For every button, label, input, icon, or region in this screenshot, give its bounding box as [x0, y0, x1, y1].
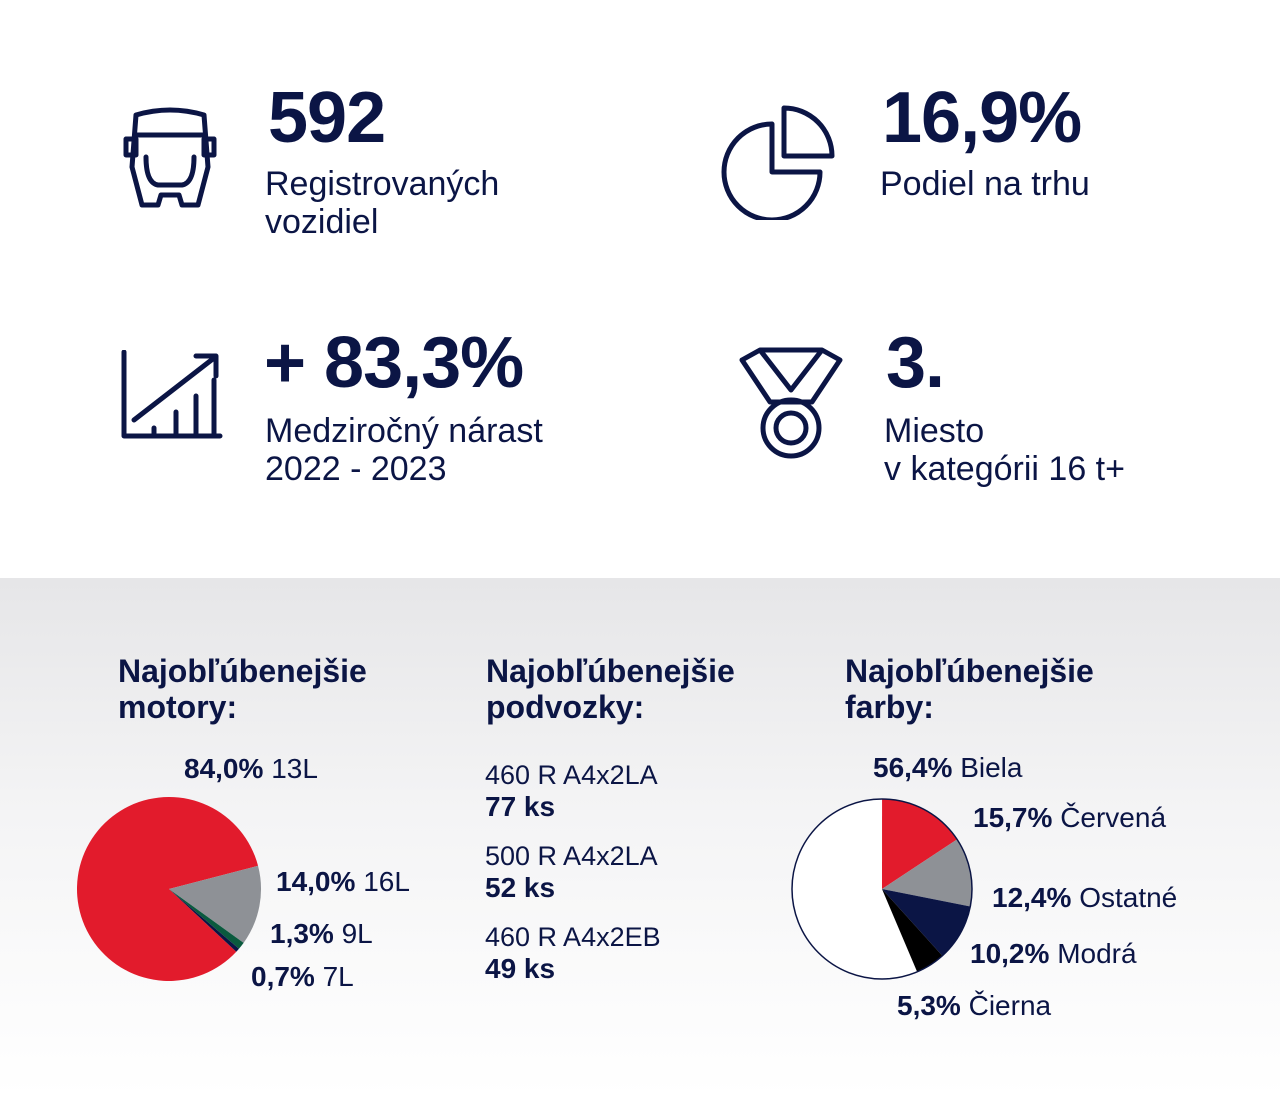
colors-title-line2: farby:	[845, 689, 934, 725]
engine-label-16l: 14,0% 16L	[276, 866, 410, 897]
color-label-cierna: 5,3% Čierna	[897, 990, 1052, 1021]
medal-icon	[739, 347, 843, 459]
color-slice-čierna	[882, 889, 943, 972]
color-label-ostatne: 12,4% Ostatné	[992, 882, 1178, 913]
chassis-item-count: 77 ks	[485, 791, 556, 822]
chassis-item: 460 R A4x2EB 49 ks	[485, 921, 661, 985]
chassis-item-name: 500 R A4x2LA	[485, 841, 658, 871]
chassis-title-line2: podvozky:	[486, 689, 645, 725]
growth-chart-icon	[121, 350, 223, 439]
engines-title-line1: Najobľúbenejšie	[118, 653, 367, 689]
color-slice-biela	[792, 799, 918, 979]
market-share-label: Podiel na trhu	[880, 165, 1090, 203]
color-slice-modrá	[882, 889, 971, 956]
registrations-label-line2: vozidiel	[265, 203, 379, 241]
rank-label-line2: v kategórii 16 t+	[884, 450, 1125, 488]
growth-label-line1: Medziročný nárast	[265, 412, 543, 450]
chassis-title-line1: Najobľúbenejšie	[486, 653, 735, 689]
chassis-item-count: 49 ks	[485, 953, 556, 984]
rank-value: 3.	[886, 323, 945, 403]
engine-label-13l: 84,0% 13L	[184, 753, 318, 784]
colors-title-line1: Najobľúbenejšie	[845, 653, 1094, 689]
chassis-item: 460 R A4x2LA 77 ks	[485, 759, 658, 823]
color-label-cervena: 15,7% Červená	[973, 802, 1167, 833]
rank-label-line1: Miesto	[884, 412, 985, 450]
growth-label-line2: 2022 - 2023	[265, 450, 447, 488]
pie-chart-icon	[721, 105, 835, 220]
chassis-item-name: 460 R A4x2EB	[485, 922, 661, 952]
color-slice-červená	[882, 799, 958, 889]
chassis-item: 500 R A4x2LA 52 ks	[485, 840, 658, 904]
registrations-value: 592	[268, 78, 386, 158]
color-label-modra: 10,2% Modrá	[970, 938, 1137, 969]
engine-slice-16l	[169, 865, 262, 943]
engine-label-9l: 1,3% 9L	[270, 918, 373, 949]
market-share-value: 16,9%	[882, 78, 1082, 158]
color-slice-ostatné	[882, 839, 973, 907]
color-outline	[791, 798, 973, 980]
engine-slice-7l	[169, 889, 239, 952]
color-label-biela: 56,4% Biela	[873, 752, 1023, 783]
truck-front-icon	[123, 107, 217, 208]
engine-slice-13l	[76, 796, 259, 981]
engine-slice-9l	[169, 889, 244, 949]
engine-label-7l: 0,7% 7L	[251, 961, 354, 992]
engines-title-line2: motory:	[118, 689, 238, 725]
registrations-label-line1: Registrovaných	[265, 165, 500, 203]
chassis-item-count: 52 ks	[485, 872, 556, 903]
chassis-item-name: 460 R A4x2LA	[485, 760, 658, 790]
growth-value: + 83,3%	[264, 323, 524, 403]
